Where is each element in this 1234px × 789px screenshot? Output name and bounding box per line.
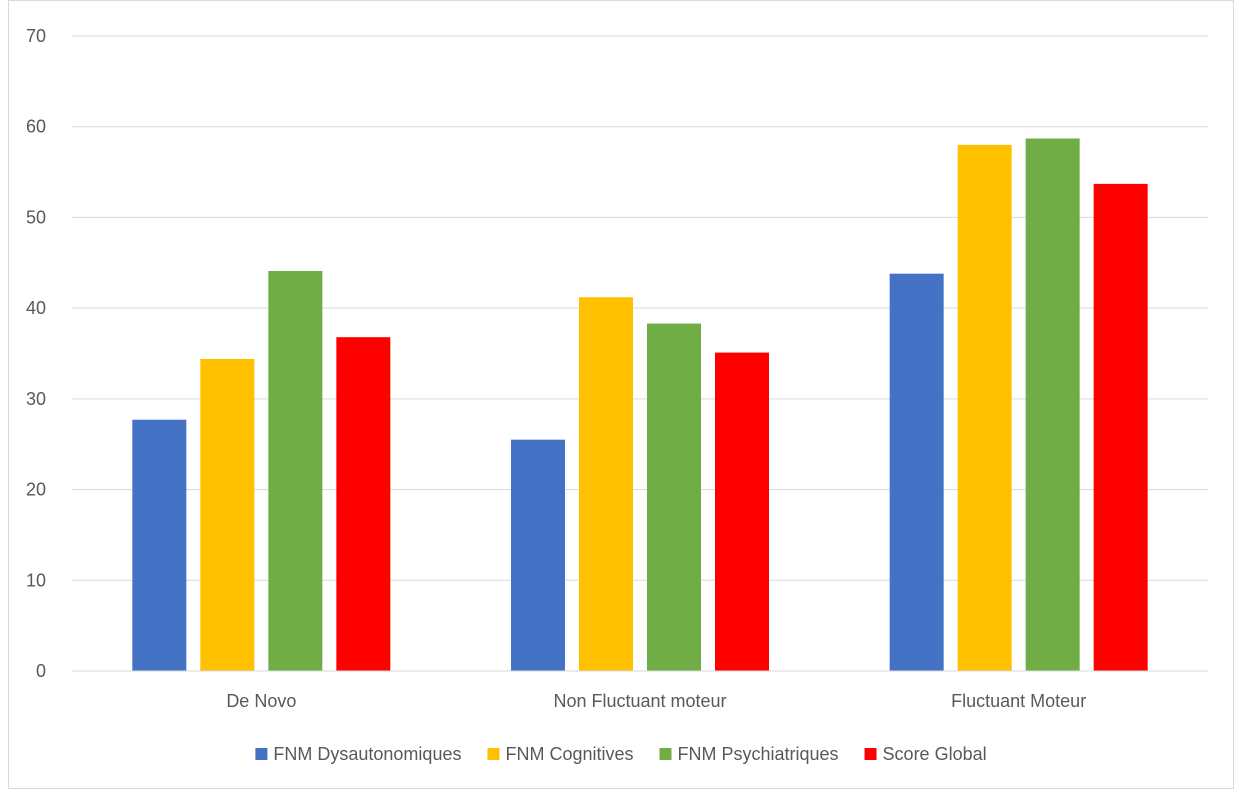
legend-swatch [864, 748, 877, 760]
bar-score-global-fluctuant-moteur [1093, 183, 1148, 671]
bar-fnm-cognitives-de-novo [200, 358, 255, 671]
bar-score-global-de-novo [336, 337, 391, 671]
bar-fnm-dysautonomiques-fluctuant-moteur [889, 273, 944, 671]
y-tick-label: 30 [26, 389, 46, 409]
bar-fnm-psychiatriques-non-fluctuant-moteur [647, 323, 701, 671]
bar-score-global-non-fluctuant-moteur [715, 352, 769, 671]
legend-item-score-global: Score Global [864, 744, 987, 764]
bar-fnm-cognitives-non-fluctuant-moteur [579, 297, 633, 671]
y-tick-label: 50 [26, 207, 46, 227]
x-tick-label: Fluctuant Moteur [951, 691, 1086, 711]
legend-item-fnm-psychiatriques: FNM Psychiatriques [659, 744, 839, 764]
x-axis-tick-labels: De Novo Non Fluctuant moteur Fluctuant Mot… [226, 691, 1086, 711]
legend-swatch [487, 748, 500, 760]
y-tick-label: 0 [36, 661, 46, 681]
legend-label: FNM Cognitives [505, 744, 633, 764]
bar-fnm-cognitives-fluctuant-moteur [957, 144, 1012, 671]
gridlines [72, 35, 1208, 581]
legend-item-fnm-cognitives: FNM Cognitives [487, 744, 634, 764]
bar-fnm-dysautonomiques-non-fluctuant-moteur [511, 439, 565, 671]
legend-swatch [255, 748, 268, 760]
legend: FNM Dysautonomiques FNM Cognitives FNM Psy… [255, 744, 987, 764]
bar-fnm-dysautonomiques-de-novo [132, 419, 187, 671]
y-tick-label: 40 [26, 298, 46, 318]
bars [132, 138, 1148, 671]
y-tick-label: 60 [26, 117, 46, 137]
legend-swatch [659, 748, 672, 760]
x-tick-label: De Novo [226, 691, 296, 711]
bar-fnm-psychiatriques-fluctuant-moteur [1025, 138, 1080, 671]
x-tick-label: Non Fluctuant moteur [553, 691, 726, 711]
legend-item-fnm-dysautonomiques: FNM Dysautonomiques [255, 744, 461, 764]
legend-label: Score Global [883, 744, 987, 764]
y-tick-label: 20 [26, 480, 46, 500]
bar-fnm-psychiatriques-de-novo [268, 270, 323, 671]
y-axis-tick-labels: 0 10 20 30 40 50 60 70 [26, 26, 46, 681]
legend-label: FNM Dysautonomiques [273, 744, 461, 764]
y-tick-label: 70 [26, 26, 46, 46]
legend-label: FNM Psychiatriques [678, 744, 839, 764]
y-tick-label: 10 [26, 570, 46, 590]
